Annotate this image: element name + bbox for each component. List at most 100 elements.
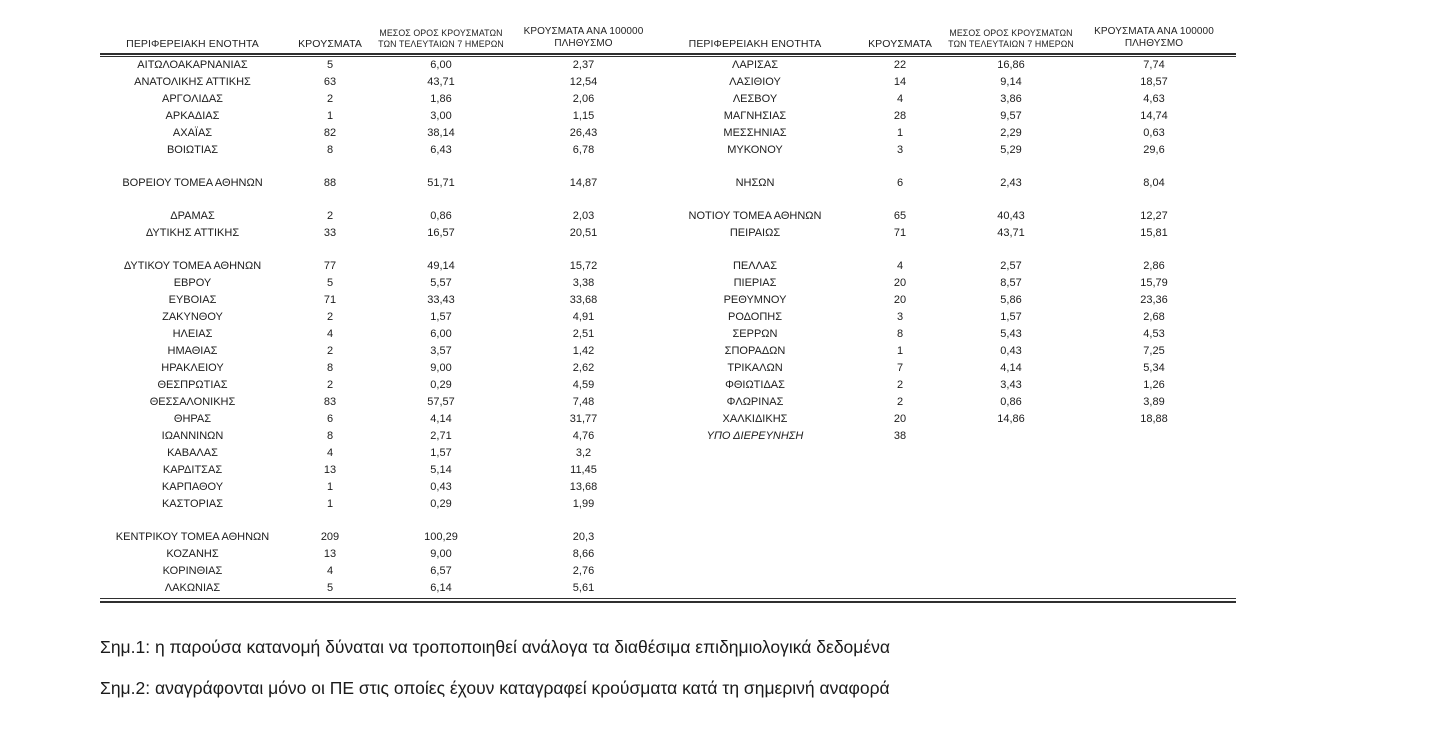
per100k-left: 4,91 — [572, 311, 595, 323]
table-row: ΚΑΒΑΛΑΣ 4 1,57 3,2 — [100, 445, 1236, 462]
cases-left: 1 — [326, 498, 334, 510]
cases-left: 5 — [326, 59, 334, 71]
cases-left: 209 — [320, 531, 340, 543]
per100k-right: 23,36 — [1140, 294, 1168, 306]
cases-right: 4 — [896, 93, 904, 105]
table-row: ΚΟΡΙΝΘΙΑΣ 4 6,57 2,76 — [100, 563, 1236, 580]
avg7-left: 0,29 — [430, 498, 452, 510]
per100k-left: 4,59 — [572, 379, 595, 391]
avg7-left: 6,14 — [430, 582, 452, 594]
cases-right: 1 — [896, 127, 904, 139]
per100k-left: 7,48 — [572, 396, 595, 408]
cases-right: 3 — [896, 144, 904, 156]
cases-left: 13 — [323, 548, 337, 560]
per100k-left: 2,06 — [572, 93, 595, 105]
cases-left: 5 — [326, 582, 334, 594]
per100k-right: 1,26 — [1143, 379, 1165, 391]
region-name-right: ΠΕΙΡΑΙΩΣ — [729, 227, 781, 239]
table-row: ΗΜΑΘΙΑΣ 2 3,57 1,42 ΣΠΟΡΑΔΩΝ 1 0,43 7,25 — [100, 343, 1236, 360]
region-name-right: ΥΠΟ ΔΙΕΡΕΥΝΗΣΗ — [706, 430, 804, 442]
avg7-left: 6,00 — [430, 328, 452, 340]
avg7-left: 3,00 — [430, 110, 452, 122]
avg7-left: 49,14 — [427, 260, 455, 272]
region-name-left: ΕΒΡΟΥ — [173, 277, 212, 289]
per100k-left: 3,38 — [572, 277, 595, 289]
avg7-right: 5,43 — [1000, 328, 1022, 340]
cases-left: 4 — [326, 447, 334, 459]
avg7-right: 0,43 — [1000, 345, 1022, 357]
table-row: ΖΑΚΥΝΘΟΥ 2 1,57 4,91 ΡΟΔΟΠΗΣ 3 1,57 2,68 — [100, 309, 1236, 326]
avg7-left: 38,14 — [427, 127, 455, 139]
table-row: ΑΡΓΟΛΙΔΑΣ 2 1,86 2,06 ΛΕΣΒΟΥ 4 3,86 4,63 — [100, 91, 1236, 108]
avg7-right: 40,43 — [997, 210, 1025, 222]
table-row: ΑΝΑΤΟΛΙΚΗΣ ΑΤΤΙΚΗΣ 63 43,71 12,54 ΛΑΣΙΘΙ… — [100, 74, 1236, 91]
per100k-left: 3,2 — [575, 447, 592, 459]
avg7-right: 14,86 — [997, 413, 1025, 425]
per100k-left: 1,99 — [572, 498, 595, 510]
table-row: ΒΟΡΕΙΟΥ ΤΟΜΕΑ ΑΘΗΝΩΝ 88 51,71 14,87 ΝΗΣΩ… — [100, 175, 1236, 192]
cases-left: 13 — [323, 464, 337, 476]
cases-right: 28 — [893, 110, 907, 122]
cases-right: 14 — [893, 76, 907, 88]
region-name-left: ΚΟΖΑΝΗΣ — [166, 548, 219, 560]
region-name-right: ΦΛΩΡΙΝΑΣ — [726, 396, 784, 408]
region-name-right: ΛΕΣΒΟΥ — [732, 93, 778, 105]
header-per100k-left-line1: ΚΡΟΥΣΜΑΤΑ ΑΝΑ 100000 — [523, 26, 644, 37]
cases-left: 8 — [326, 430, 334, 442]
region-name-right: ΠΕΛΛΑΣ — [732, 260, 778, 272]
per100k-right: 5,34 — [1143, 362, 1165, 374]
header-per100k-left-line2: ΠΛΗΘΥΣΜΟ — [554, 38, 613, 49]
avg7-left: 1,57 — [430, 311, 452, 323]
avg7-left: 9,00 — [430, 362, 452, 374]
cases-right: 7 — [896, 362, 904, 374]
spacer-row — [100, 513, 1236, 529]
cases-left: 4 — [326, 565, 334, 577]
table-row: ΕΒΡΟΥ 5 5,57 3,38 ΠΙΕΡΙΑΣ 20 8,57 15,79 — [100, 275, 1236, 292]
per100k-right: 2,86 — [1143, 260, 1165, 272]
cases-right: 2 — [896, 396, 904, 408]
header-region-left: ΠΕΡΙΦΕΡΕΙΑΚΗ ΕΝΟΤΗΤΑ — [100, 38, 285, 53]
avg7-right: 2,43 — [1000, 177, 1022, 189]
region-name-left: ΘΕΣΣΑΛΟΝΙΚΗΣ — [149, 396, 236, 408]
region-name-left: ΗΡΑΚΛΕΙΟΥ — [161, 362, 224, 374]
cases-left: 77 — [323, 260, 337, 272]
table-row: ΑΡΚΑΔΙΑΣ 1 3,00 1,15 ΜΑΓΝΗΣΙΑΣ 28 9,57 1… — [100, 108, 1236, 125]
cases-right: 3 — [896, 311, 904, 323]
per100k-right: 18,88 — [1140, 413, 1168, 425]
region-name-right: ΧΑΛΚΙΔΙΚΗΣ — [722, 413, 788, 425]
table-row: ΕΥΒΟΙΑΣ 71 33,43 33,68 ΡΕΘΥΜΝΟΥ 20 5,86 … — [100, 292, 1236, 309]
cases-left: 8 — [326, 362, 334, 374]
table-row: ΘΕΣΠΡΩΤΙΑΣ 2 0,29 4,59 ΦΘΙΩΤΙΔΑΣ 2 3,43 … — [100, 377, 1236, 394]
avg7-right: 2,57 — [1000, 260, 1022, 272]
avg7-left: 6,57 — [430, 565, 452, 577]
region-name-left: ΒΟΡΕΙΟΥ ΤΟΜΕΑ ΑΘΗΝΩΝ — [122, 177, 263, 189]
header-avg7-right-line1: ΜΕΣΟΣ ΟΡΟΣ ΚΡΟΥΣΜΑΤΩΝ — [949, 28, 1073, 38]
table-row: ΗΛΕΙΑΣ 4 6,00 2,51 ΣΕΡΡΩΝ 8 5,43 4,53 — [100, 326, 1236, 343]
cases-right: 4 — [896, 260, 904, 272]
per100k-left: 1,42 — [572, 345, 595, 357]
cases-left: 83 — [323, 396, 337, 408]
per100k-right: 15,79 — [1140, 277, 1168, 289]
spacer-row — [100, 242, 1236, 258]
cases-right: 20 — [893, 413, 907, 425]
region-name-left: ΙΩΑΝΝΙΝΩΝ — [161, 430, 224, 442]
header-region-left-label: ΠΕΡΙΦΕΡΕΙΑΚΗ ΕΝΟΤΗΤΑ — [126, 38, 259, 50]
spacer-row — [100, 192, 1236, 208]
cases-right: 22 — [893, 59, 907, 71]
per100k-right: 4,63 — [1143, 93, 1165, 105]
region-name-right: ΝΗΣΩΝ — [735, 177, 775, 189]
cases-right: 65 — [893, 210, 907, 222]
cases-left: 2 — [326, 210, 334, 222]
cases-left: 2 — [326, 93, 334, 105]
avg7-left: 43,71 — [427, 76, 455, 88]
per100k-right: 3,89 — [1143, 396, 1165, 408]
table-row: ΔΥΤΙΚΗΣ ΑΤΤΙΚΗΣ 33 16,57 20,51 ΠΕΙΡΑΙΩΣ … — [100, 225, 1236, 242]
table-row: ΛΑΚΩΝΙΑΣ 5 6,14 5,61 — [100, 580, 1236, 597]
note-2: Σημ.2: αναγράφονται μόνο οι ΠΕ στις οποί… — [100, 678, 890, 698]
per100k-left: 2,03 — [572, 210, 595, 222]
region-name-left: ΔΥΤΙΚΗΣ ΑΤΤΙΚΗΣ — [145, 227, 240, 239]
avg7-left: 2,71 — [430, 430, 452, 442]
region-name-right: ΛΑΡΙΣΑΣ — [731, 59, 778, 71]
region-name-left: ΑΝΑΤΟΛΙΚΗΣ ΑΤΤΙΚΗΣ — [134, 76, 251, 88]
per100k-left: 31,77 — [569, 413, 598, 425]
